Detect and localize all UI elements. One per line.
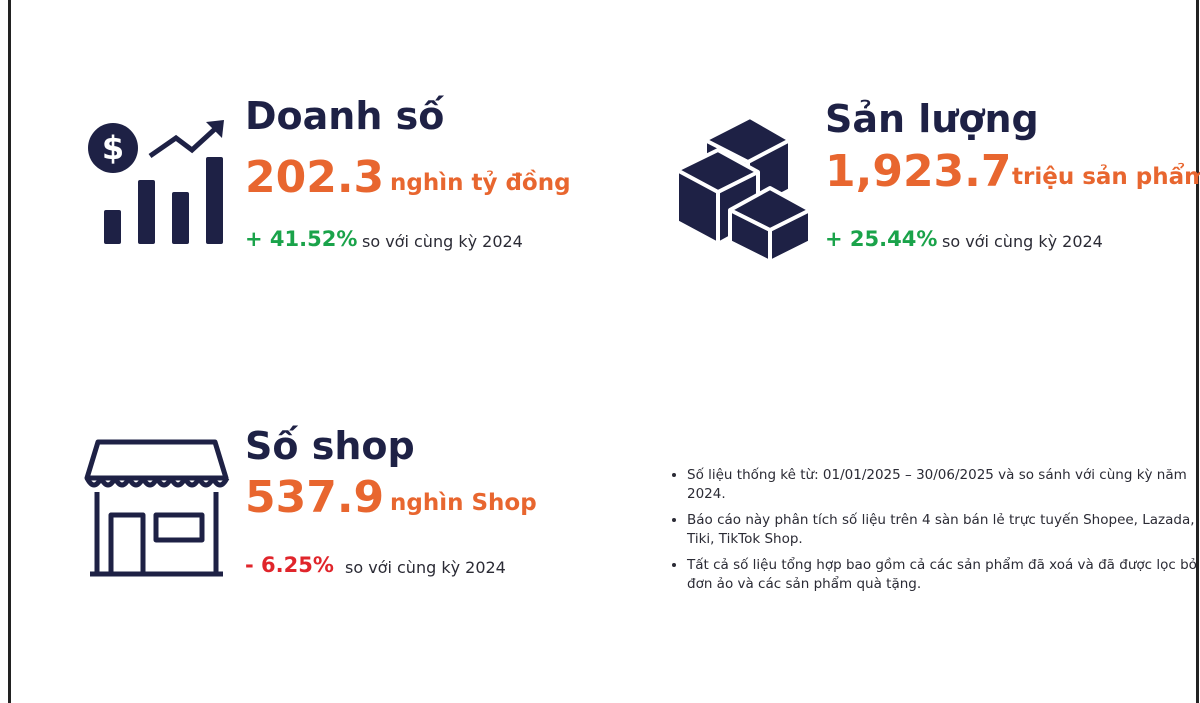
- stat-title: Sản lượng: [825, 97, 1039, 141]
- stat-value: 1,923.7: [825, 146, 1012, 197]
- stat-unit: nghìn tỷ đồng: [390, 170, 571, 196]
- boxes-icon: [675, 115, 812, 264]
- frame-right: [1196, 0, 1199, 703]
- svg-text:$: $: [102, 129, 124, 167]
- notes: Số liệu thống kê từ: 01/01/2025 – 30/06/…: [655, 466, 1200, 601]
- stat-unit: nghìn Shop: [390, 490, 537, 516]
- stat-title: Số shop: [245, 424, 415, 468]
- stat-value: 537.9: [245, 472, 385, 523]
- stat-comparison: so với cùng kỳ 2024: [942, 232, 1103, 251]
- stat-comparison: so với cùng kỳ 2024: [345, 558, 506, 577]
- stat-value: 202.3: [245, 152, 385, 203]
- stat-title: Doanh số: [245, 94, 445, 138]
- note: Báo cáo này phân tích số liệu trên 4 sàn…: [687, 511, 1200, 549]
- stat-comparison: so với cùng kỳ 2024: [362, 232, 523, 251]
- stat-change: - 6.25%: [245, 553, 334, 577]
- stat-change: + 41.52%: [245, 227, 358, 251]
- stat-change: + 25.44%: [825, 227, 938, 251]
- shop-icon: [84, 439, 230, 577]
- sales-icon: $: [88, 120, 224, 244]
- stat-unit: triệu sản phẩm: [1012, 164, 1200, 190]
- note: Tất cả số liệu tổng hợp bao gồm cả các s…: [687, 556, 1200, 594]
- frame-left: [8, 0, 11, 703]
- note: Số liệu thống kê từ: 01/01/2025 – 30/06/…: [687, 466, 1200, 504]
